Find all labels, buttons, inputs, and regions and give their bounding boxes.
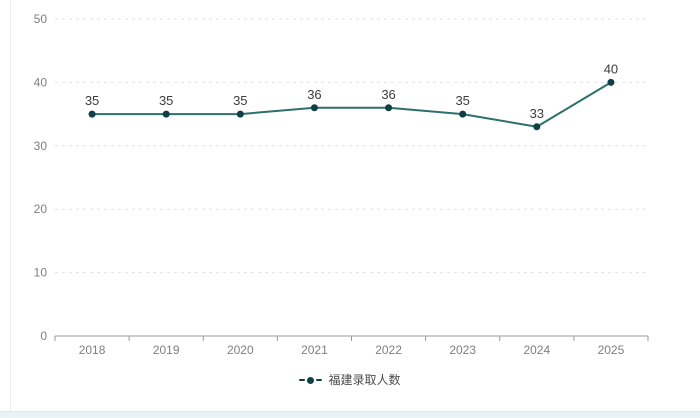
y-axis-label: 0 bbox=[40, 329, 47, 343]
value-label: 36 bbox=[307, 87, 321, 102]
value-label: 35 bbox=[455, 93, 469, 108]
data-point[interactable] bbox=[88, 110, 96, 118]
legend-line-marker-icon bbox=[299, 376, 323, 384]
bottom-strip bbox=[0, 411, 700, 418]
card-left-border bbox=[10, 0, 11, 411]
legend-item[interactable]: 福建录取人数 bbox=[0, 373, 700, 387]
x-axis-label: 2018 bbox=[79, 343, 106, 357]
y-axis-label: 50 bbox=[34, 12, 48, 26]
series-line bbox=[92, 81, 612, 128]
x-axis-label: 2020 bbox=[227, 343, 254, 357]
data-point[interactable] bbox=[310, 104, 318, 112]
legend-dot-icon bbox=[307, 376, 315, 384]
value-label: 40 bbox=[604, 61, 618, 76]
legend-dash-left bbox=[299, 379, 306, 381]
y-axis-label: 20 bbox=[34, 202, 48, 216]
value-label: 36 bbox=[381, 87, 395, 102]
legend-dash-right bbox=[316, 379, 323, 381]
value-label: 35 bbox=[85, 93, 99, 108]
x-axis-label: 2022 bbox=[375, 343, 402, 357]
data-point[interactable] bbox=[236, 110, 244, 118]
legend-label: 福建录取人数 bbox=[328, 373, 401, 387]
data-point[interactable] bbox=[459, 110, 467, 118]
x-axis-label: 2024 bbox=[523, 343, 550, 357]
data-point[interactable] bbox=[607, 78, 615, 86]
x-axis-label: 2021 bbox=[301, 343, 328, 357]
x-axis-label: 2025 bbox=[598, 343, 625, 357]
value-label: 35 bbox=[159, 93, 173, 108]
y-axis-label: 40 bbox=[34, 75, 48, 89]
x-axis-label: 2023 bbox=[449, 343, 476, 357]
y-axis-label: 10 bbox=[34, 266, 48, 280]
value-label: 35 bbox=[233, 93, 247, 108]
y-axis-label: 30 bbox=[34, 139, 48, 153]
data-point[interactable] bbox=[162, 110, 170, 118]
data-point[interactable] bbox=[385, 104, 393, 112]
data-point[interactable] bbox=[533, 123, 541, 131]
x-axis-label: 2019 bbox=[153, 343, 180, 357]
value-label: 33 bbox=[530, 106, 544, 121]
